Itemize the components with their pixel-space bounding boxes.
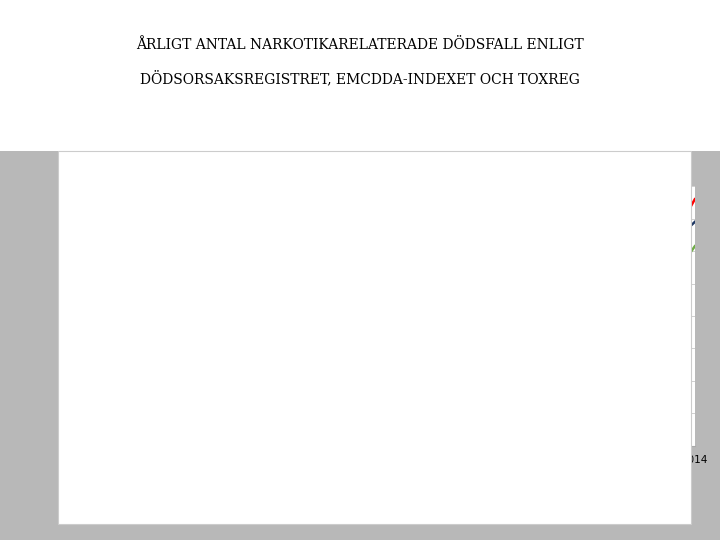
Dödsorsaksregistret <box>169 316 178 322</box>
Dödsorsaksregistret <box>100 324 109 330</box>
Dödsorsaksregistret <box>135 318 143 324</box>
Toxreg <box>169 347 178 353</box>
EMCDDA <box>100 392 109 399</box>
EMCDDA <box>343 381 352 387</box>
Toxreg <box>100 360 109 367</box>
Toxreg <box>690 219 699 225</box>
EMCDDA <box>552 334 560 340</box>
Line: Toxreg: Toxreg <box>104 222 695 363</box>
Dödsorsaksregistret <box>517 300 526 307</box>
Toxreg <box>343 339 352 345</box>
EMCDDA <box>517 343 526 350</box>
Dödsorsaksregistret <box>482 298 491 305</box>
Dödsorsaksregistret <box>690 196 699 202</box>
EMCDDA <box>586 327 595 334</box>
Dödsorsaksregistret <box>656 258 665 265</box>
Legend: EMCDDA, Dödsorsaksregistret, Toxreg: EMCDDA, Dödsorsaksregistret, Toxreg <box>225 498 574 517</box>
Dödsorsaksregistret <box>621 284 630 290</box>
Line: EMCDDA: EMCDDA <box>104 246 695 395</box>
Toxreg <box>586 291 595 297</box>
Toxreg <box>239 327 248 334</box>
Dödsorsaksregistret <box>552 295 560 301</box>
EMCDDA <box>239 368 248 375</box>
Toxreg <box>413 346 421 352</box>
Dödsorsaksregistret <box>274 308 282 314</box>
Dödsorsaksregistret <box>308 310 317 316</box>
EMCDDA <box>308 376 317 382</box>
Text: ÅRLIGT ANTAL NARKOTIKARELATERADE DÖDSFALL ENLIGT: ÅRLIGT ANTAL NARKOTIKARELATERADE DÖDSFAL… <box>136 38 584 52</box>
EMCDDA <box>169 389 178 395</box>
Dödsorsaksregistret <box>204 301 213 308</box>
Dödsorsaksregistret <box>586 291 595 297</box>
EMCDDA <box>690 243 699 249</box>
Toxreg <box>517 303 526 309</box>
EMCDDA <box>135 390 143 397</box>
Toxreg <box>552 303 560 310</box>
Toxreg <box>135 355 143 362</box>
Toxreg <box>482 287 491 293</box>
Toxreg <box>308 335 317 342</box>
Line: Dödsorsaksregistret: Dödsorsaksregistret <box>104 199 695 348</box>
EMCDDA <box>621 311 630 318</box>
Dödsorsaksregistret <box>413 345 421 352</box>
EMCDDA <box>656 293 665 300</box>
Text: DÖDSORSAKSREGISTRET, EMCDDA-INDEXET OCH TOXREG: DÖDSORSAKSREGISTRET, EMCDDA-INDEXET OCH … <box>140 70 580 86</box>
Toxreg <box>378 340 387 347</box>
EMCDDA <box>482 350 491 356</box>
Dödsorsaksregistret <box>239 303 248 310</box>
EMCDDA <box>274 370 282 376</box>
EMCDDA <box>204 369 213 376</box>
Toxreg <box>656 251 665 258</box>
Dödsorsaksregistret <box>378 329 387 335</box>
Toxreg <box>204 330 213 337</box>
EMCDDA <box>447 353 456 360</box>
Toxreg <box>621 277 630 284</box>
Dödsorsaksregistret <box>447 308 456 314</box>
Toxreg <box>274 332 282 339</box>
EMCDDA <box>378 376 387 382</box>
Dödsorsaksregistret <box>343 322 352 329</box>
EMCDDA <box>413 377 421 384</box>
Toxreg <box>447 308 456 314</box>
